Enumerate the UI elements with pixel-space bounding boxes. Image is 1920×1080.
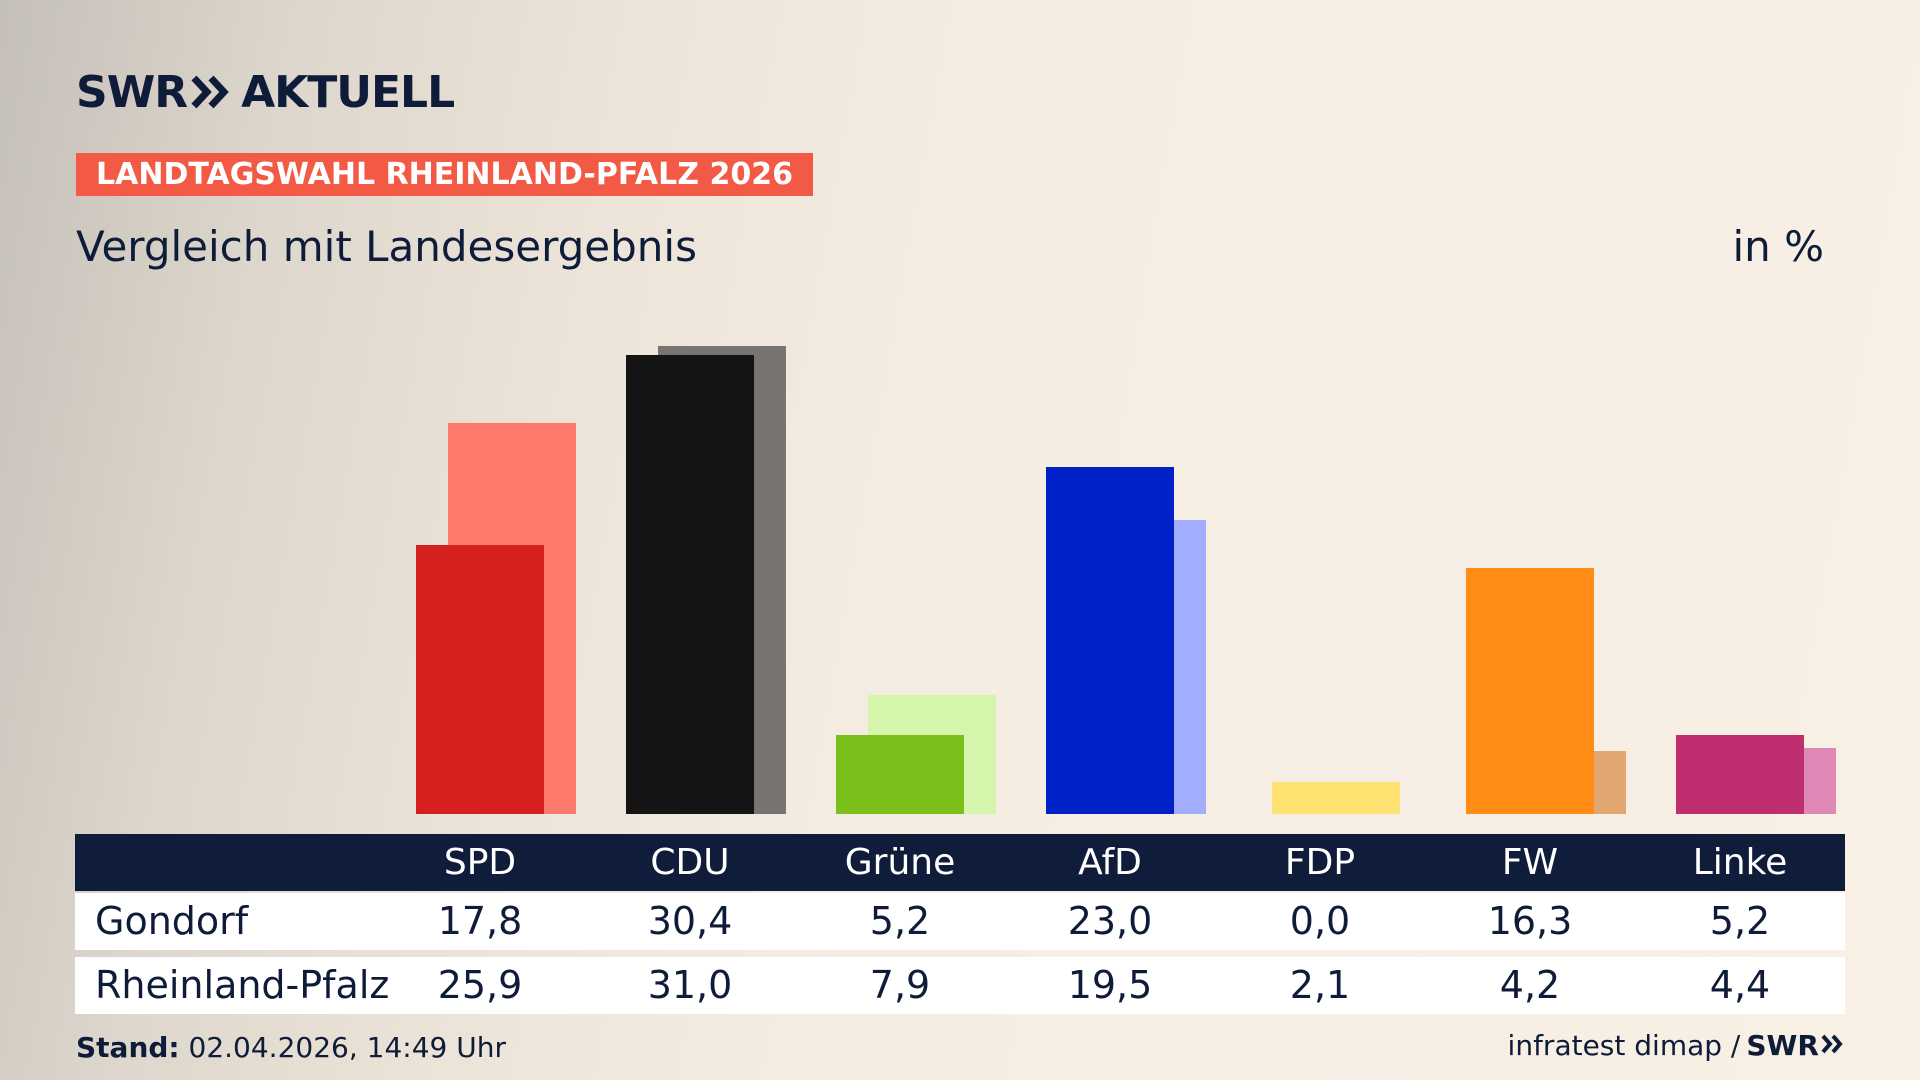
value-cell: 0,0 — [1289, 899, 1351, 943]
header-cell-fdp: FDP — [1284, 842, 1356, 883]
bar-gondorf-cdu — [626, 354, 754, 814]
header-cell-spd: SPD — [443, 842, 517, 883]
value-cell: 4,2 — [1499, 963, 1561, 1007]
stand-label: Stand: — [76, 1031, 180, 1064]
value-cell: 4,4 — [1709, 963, 1771, 1007]
value-cell: 23,0 — [1067, 899, 1153, 943]
bar-rheinland-pfalz-fdp — [1272, 782, 1400, 814]
logo-aktuell-text: AKTUELL — [241, 66, 455, 118]
table-header: SPD CDU Grüne AfD FDP FW Linke — [75, 834, 1845, 891]
source-text: infratest dimap / — [1507, 1029, 1741, 1062]
value-cell: 7,9 — [869, 963, 931, 1007]
value-cell: 30,4 — [647, 899, 733, 943]
bar-gondorf-grne — [836, 735, 964, 814]
stand-value: 02.04.2026, 14:49 Uhr — [179, 1031, 506, 1064]
value-cell: 17,8 — [437, 899, 523, 943]
swr-aktuell-logo: SWR AKTUELL — [76, 66, 455, 118]
chart-subtitle: Vergleich mit Landesergebnis — [76, 222, 697, 271]
bar-gondorf-linke — [1676, 735, 1804, 814]
source-swr-text: SWR — [1746, 1029, 1819, 1062]
source-credit: infratest dimap / SWR — [1508, 1029, 1845, 1062]
value-cell: 2,1 — [1289, 963, 1351, 1007]
table-row-gondorf: Gondorf 17,8 30,4 5,2 23,0 0,0 16,3 5,2 — [75, 893, 1845, 950]
value-cell: 16,3 — [1487, 899, 1573, 943]
bar-chart — [0, 300, 1920, 814]
header-cell-grne: Grüne — [844, 842, 956, 883]
table-row-rheinland-pfalz: Rheinland-Pfalz 25,9 31,0 7,9 19,5 2,1 4,2 4,4 — [75, 957, 1845, 1014]
election-banner: LANDTAGSWAHL RHEINLAND-PFALZ 2026 — [76, 153, 813, 196]
header-cell-afd: AfD — [1078, 842, 1142, 883]
value-cell: 31,0 — [647, 963, 733, 1007]
header-cell-linke: Linke — [1692, 842, 1788, 883]
logo-swr-text: SWR — [76, 66, 188, 118]
value-cell: 25,9 — [437, 963, 523, 1007]
bar-gondorf-afd — [1046, 466, 1174, 814]
chevron-double-icon — [191, 74, 231, 110]
value-cell: 19,5 — [1067, 963, 1153, 1007]
row-label-gondorf: Gondorf — [95, 899, 249, 943]
chevron-double-small-icon — [1821, 1029, 1845, 1062]
value-cell: 5,2 — [869, 899, 931, 943]
row-label-rheinland-pfalz: Rheinland-Pfalz — [95, 963, 390, 1007]
unit-label: in % — [1732, 222, 1824, 271]
bar-gondorf-fw — [1466, 567, 1594, 814]
header-cell-cdu: CDU — [650, 842, 730, 883]
value-cell: 5,2 — [1709, 899, 1771, 943]
header-cell-fw: FW — [1501, 842, 1559, 883]
timestamp: Stand: 02.04.2026, 14:49 Uhr — [76, 1031, 506, 1064]
bar-gondorf-spd — [416, 545, 544, 814]
